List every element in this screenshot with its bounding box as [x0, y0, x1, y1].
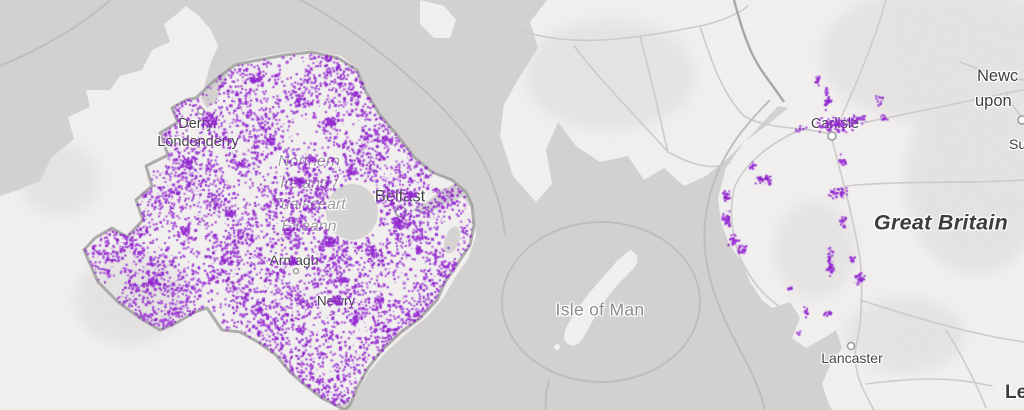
label-newcastle-clipped-line1: Newc: [977, 67, 1019, 85]
label-sunderland-clipped: Su: [1009, 136, 1024, 152]
label-derry-londonderry: Derry/ Londonderry: [157, 116, 239, 150]
label-isle-of-man: Isle of Man: [555, 299, 645, 320]
derry-marker: [197, 107, 205, 115]
carlisle-marker: [827, 131, 837, 141]
lancaster-marker: [846, 341, 856, 351]
label-carlisle: Carlisle: [810, 116, 860, 132]
newcastle-marker: [1017, 115, 1024, 125]
label-belfast: Belfast: [374, 187, 426, 206]
label-armagh: Armagh: [269, 252, 319, 268]
label-northern-ireland-region: Northern Ireland / Tuaisceart Éireann: [272, 153, 346, 235]
label-great-britain: Great Britain: [873, 210, 1009, 235]
belfast-marker: [395, 206, 407, 218]
label-leeds-clipped: Le: [1005, 382, 1024, 403]
armagh-marker: [292, 267, 300, 275]
calf-of-man: [554, 344, 560, 350]
label-newcastle-clipped-line2: upon: [975, 92, 1012, 110]
label-lancaster: Lancaster: [821, 350, 883, 366]
label-newry: Newry: [316, 293, 356, 309]
